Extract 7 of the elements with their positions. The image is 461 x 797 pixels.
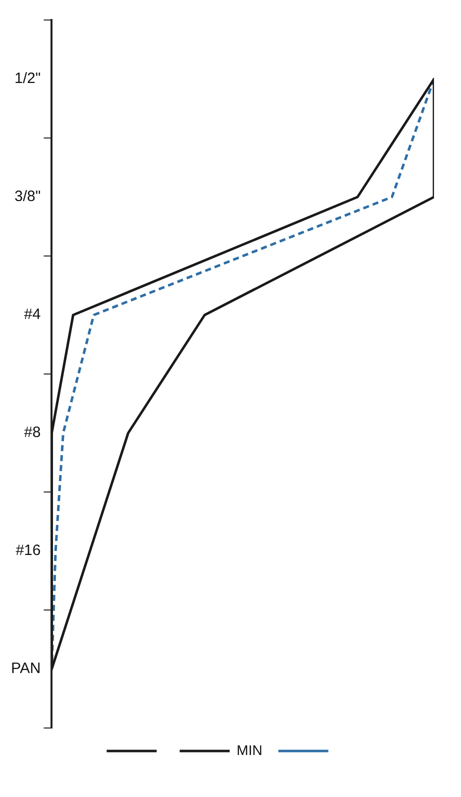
y-tick-label: PAN — [10, 660, 41, 678]
legend-label: MIN — [236, 742, 262, 758]
y-tick-label: #16 — [16, 542, 41, 560]
y-tick-label: 3/8" — [14, 188, 41, 206]
y-tick-label: #4 — [24, 306, 41, 324]
y-tick-label: 1/2" — [14, 70, 41, 88]
y-tick-label: #8 — [24, 424, 41, 442]
